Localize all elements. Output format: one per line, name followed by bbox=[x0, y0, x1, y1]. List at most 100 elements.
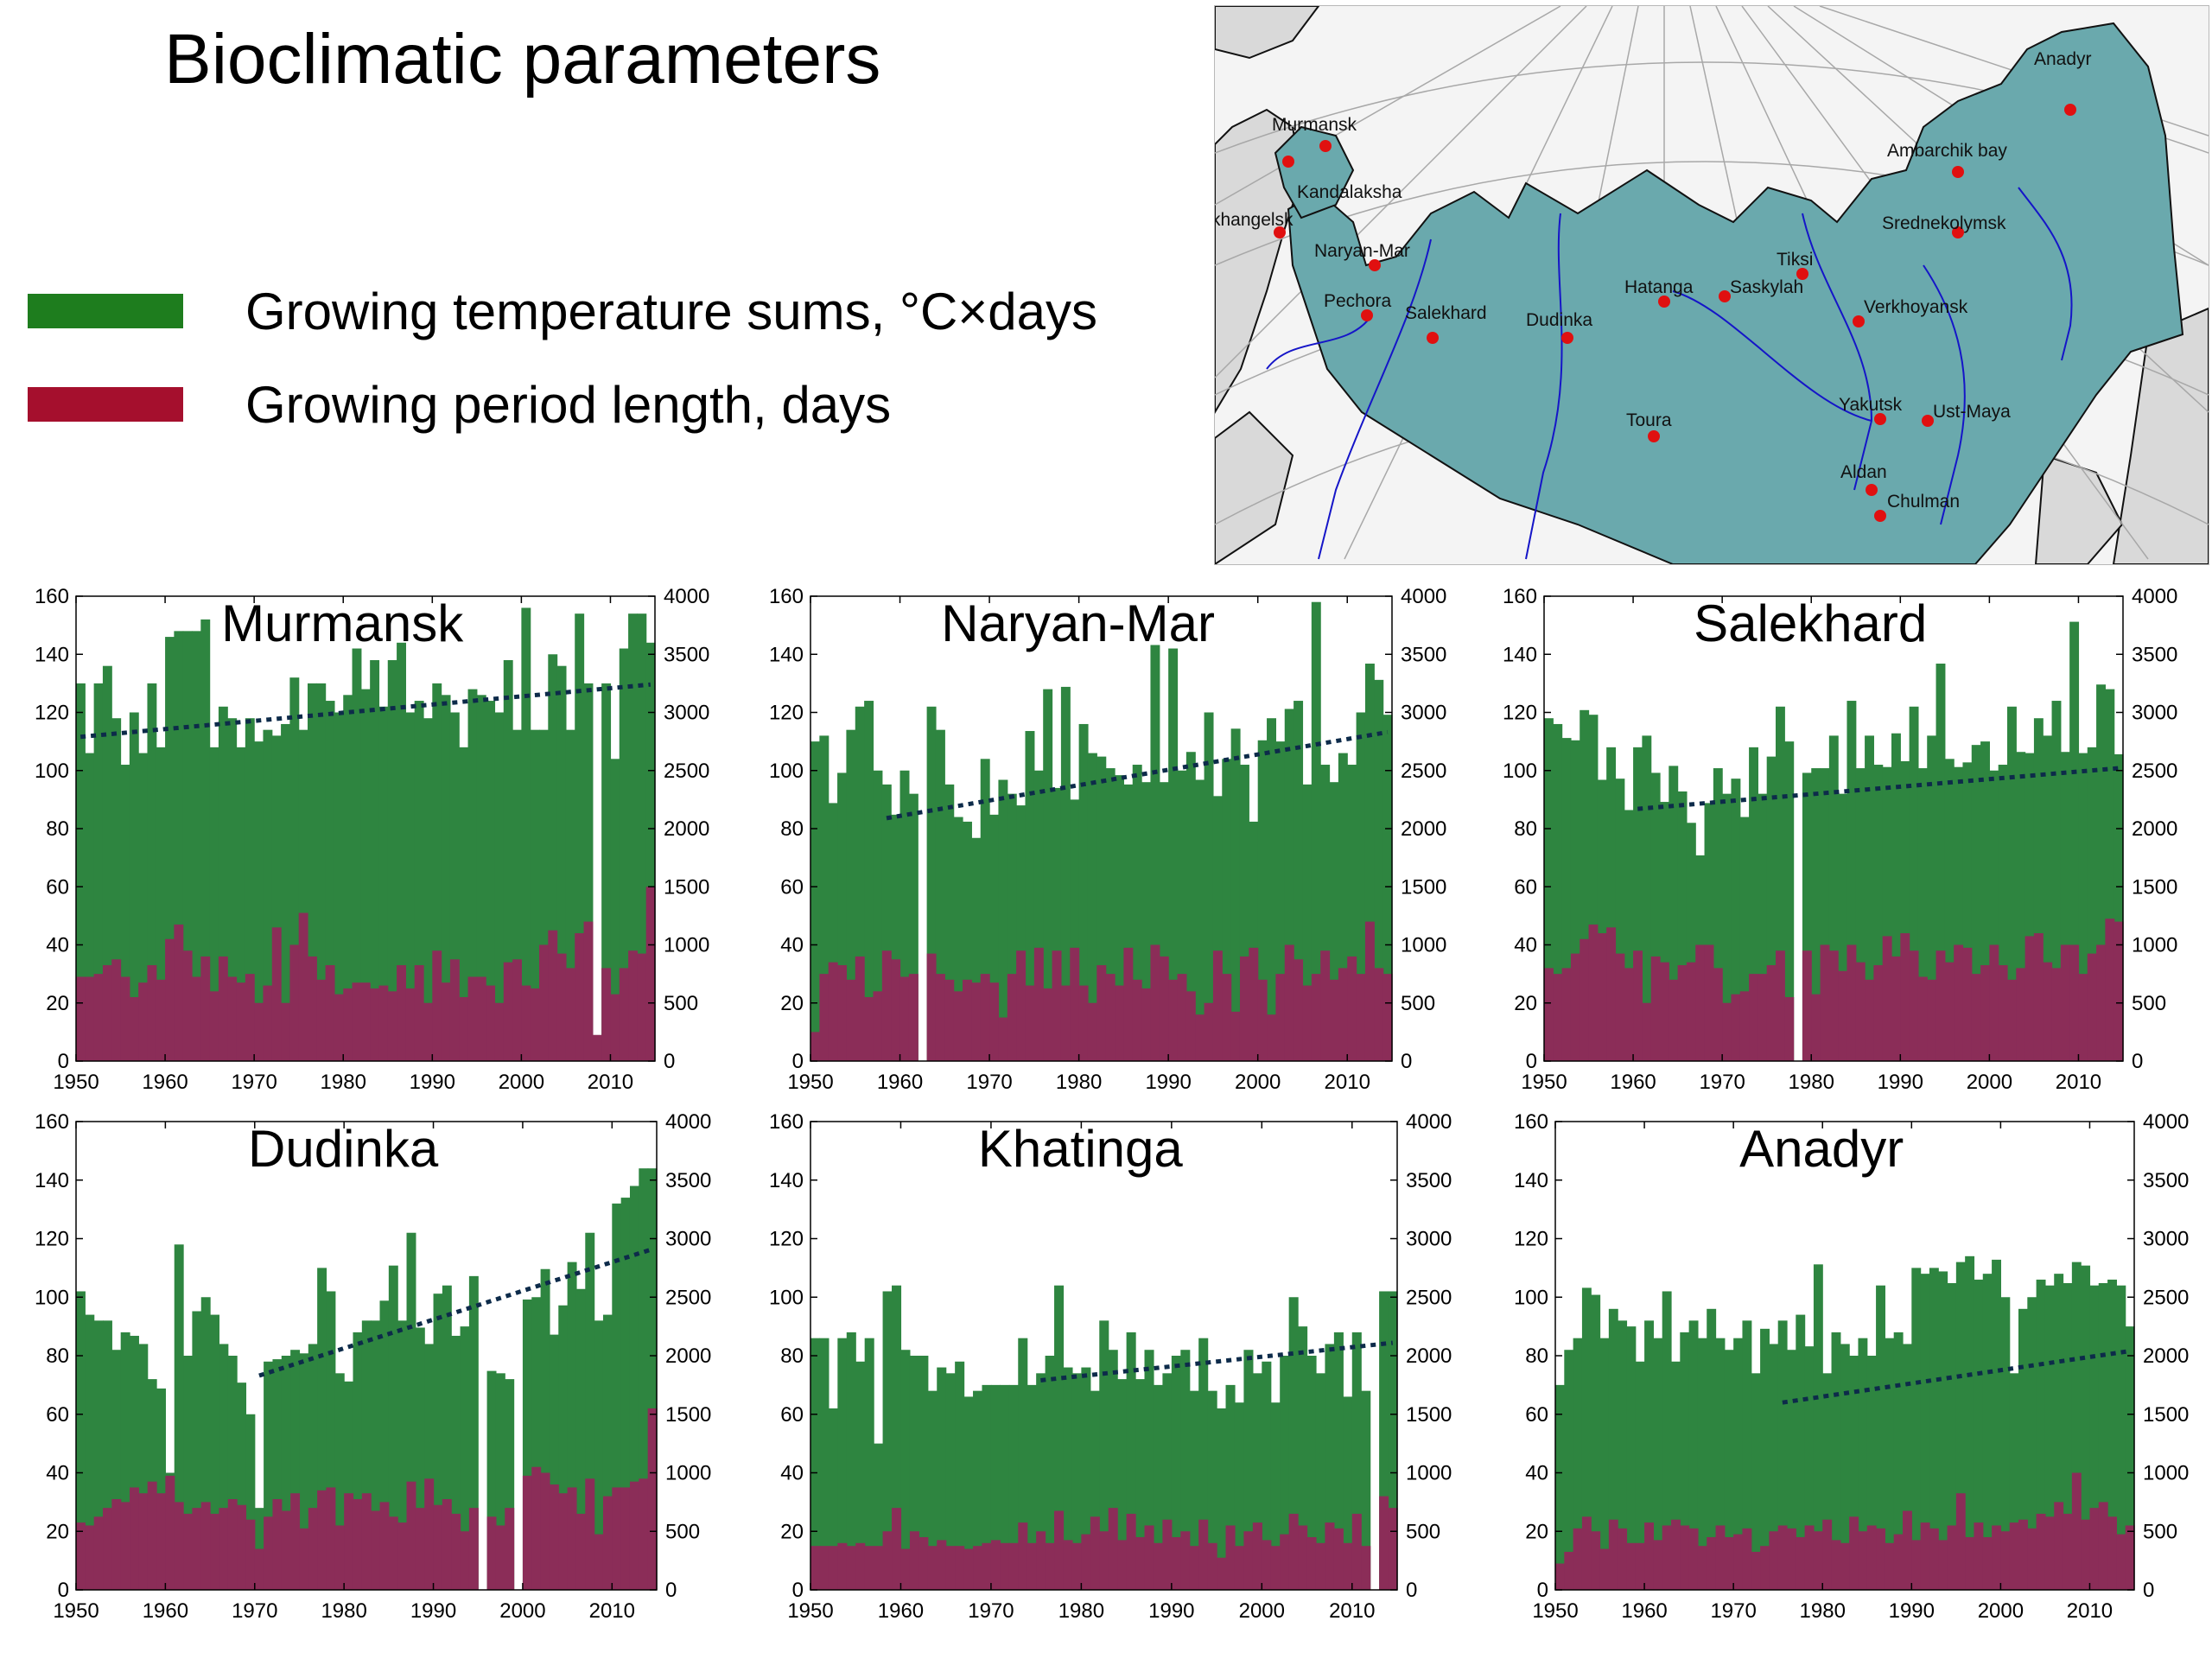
chart-svg-dudinka: 0 20 40 60 80 100 120 140 160 0 500 1000 1500 2000 250… bbox=[35, 1110, 711, 1623]
bar-temperature-1964 bbox=[200, 1297, 211, 1590]
bar-period-1984 bbox=[1847, 944, 1857, 1061]
x-tick-label-1960: 1960 bbox=[878, 1599, 924, 1623]
bar-period-1966 bbox=[953, 991, 963, 1061]
bar-period-1953 bbox=[1570, 953, 1580, 1061]
bar-temperature-1974 bbox=[289, 677, 300, 1061]
bar-temperature-1988 bbox=[1150, 645, 1160, 1061]
bar-period-1974 bbox=[1027, 1542, 1037, 1590]
bar-period-2001 bbox=[1267, 1014, 1276, 1061]
x-axis: 1950 1960 1970 1980 1990 2000 2010 bbox=[53, 596, 633, 1094]
left-tick-label-0: 0 bbox=[58, 1579, 69, 1602]
bar-period-2008 bbox=[1333, 1528, 1344, 1590]
bar-period-1955 bbox=[855, 956, 865, 1061]
station-marker-saskylah bbox=[1719, 290, 1731, 302]
bar-period-2013 bbox=[637, 953, 647, 1061]
bar-temperature-2000 bbox=[1262, 1361, 1272, 1590]
bar-temperature-1981 bbox=[1087, 753, 1097, 1061]
map-canvas: Murmansk KandalakshaArkhangelsk Naryan-Mar… bbox=[1215, 6, 2209, 564]
bar-period-2009 bbox=[1343, 1542, 1353, 1590]
bar-period-1979 bbox=[334, 1525, 345, 1590]
bar-temperature-2009 bbox=[2081, 1265, 2091, 1590]
chart-svg-naryan-mar: 0 20 40 60 80 100 120 140 160 0 500 1000 1500 2000 250… bbox=[769, 585, 1446, 1094]
bar-period-1968 bbox=[1704, 944, 1714, 1061]
bar-temperature-1957 bbox=[873, 770, 883, 1061]
station-label-aldan: Aldan bbox=[1840, 462, 1887, 482]
bar-temperature-2007 bbox=[1320, 765, 1331, 1061]
bar-temperature-1998 bbox=[1982, 1274, 1993, 1590]
bar-temperature-1963 bbox=[926, 706, 937, 1061]
bar-temperature-1982 bbox=[1840, 1344, 1850, 1590]
bar-period-1989 bbox=[424, 1478, 435, 1590]
bar-temperature-2013 bbox=[2116, 1285, 2126, 1590]
bar-temperature-1987 bbox=[406, 1232, 416, 1590]
bar-period-1957 bbox=[873, 991, 883, 1061]
bar-temperature-1978 bbox=[325, 701, 335, 1061]
bar-temperature-1991 bbox=[441, 695, 451, 1061]
bar-temperature-1966 bbox=[955, 1361, 965, 1590]
bar-period-1959 bbox=[1635, 1542, 1645, 1590]
left-axis: 0 20 40 60 80 100 120 140 160 bbox=[1503, 585, 1551, 1073]
right-tick-label-4000: 4000 bbox=[664, 585, 709, 608]
bar-period-1998 bbox=[505, 1508, 515, 1590]
bar-period-2007 bbox=[583, 921, 594, 1061]
right-tick-label-4000: 4000 bbox=[1406, 1110, 1452, 1134]
bar-temperature-1995 bbox=[1955, 1262, 1966, 1590]
bar-period-1982 bbox=[1840, 1542, 1850, 1590]
bar-temperature-1961 bbox=[908, 793, 918, 1061]
bar-period-1955 bbox=[120, 1502, 130, 1590]
bar-temperature-2000 bbox=[522, 1299, 532, 1590]
bar-temperature-1976 bbox=[308, 683, 317, 1061]
bar-temperature-1996 bbox=[1222, 759, 1232, 1061]
bar-temperature-1990 bbox=[433, 1294, 443, 1590]
bar-period-2008 bbox=[2060, 944, 2070, 1061]
bar-period-1954 bbox=[846, 979, 856, 1061]
station-label-ust-maya: Ust-Maya bbox=[1933, 402, 2011, 422]
bar-temperature-1955 bbox=[120, 1332, 130, 1590]
bar-period-1995 bbox=[1944, 962, 1955, 1061]
bar-temperature-1960 bbox=[900, 1350, 911, 1590]
bar-temperature-1977 bbox=[317, 1268, 327, 1590]
bar-period-1959 bbox=[891, 959, 901, 1061]
left-tick-label-0: 0 bbox=[792, 1050, 804, 1073]
bar-temperature-1966 bbox=[218, 706, 228, 1061]
station-arkhangelsk: Arkhangelsk bbox=[1215, 210, 1294, 238]
bar-temperature-1991 bbox=[442, 1285, 452, 1590]
bar-period-2014 bbox=[2113, 921, 2124, 1061]
bar-temperature-2001 bbox=[531, 1297, 542, 1590]
bar-temperature-1993 bbox=[1938, 1271, 1948, 1590]
x-tick-label-2000: 2000 bbox=[1239, 1599, 1285, 1623]
bar-temperature-1981 bbox=[1820, 768, 1830, 1061]
bar-temperature-1951 bbox=[85, 1314, 95, 1590]
bar-period-1991 bbox=[441, 982, 451, 1061]
bar-period-1970 bbox=[1722, 1002, 1732, 1061]
bar-temperature-1979 bbox=[1070, 799, 1080, 1061]
x-tick-label-2000: 2000 bbox=[1978, 1599, 2024, 1623]
bar-period-1996 bbox=[1954, 944, 1964, 1061]
bar-temperature-2004 bbox=[2036, 1279, 2046, 1590]
bar-temperature-2013 bbox=[637, 613, 647, 1061]
bar-period-1965 bbox=[1677, 965, 1688, 1061]
bar-temperature-1980 bbox=[343, 695, 353, 1061]
x-tick-label-1980: 1980 bbox=[321, 1071, 366, 1094]
bar-period-1986 bbox=[1132, 979, 1142, 1061]
bar-period-2007 bbox=[2063, 1513, 2073, 1590]
series-period-bars bbox=[810, 1496, 1398, 1590]
bar-temperature-1961 bbox=[909, 1356, 919, 1590]
left-tick-label-120: 120 bbox=[769, 702, 804, 725]
bar-period-1996 bbox=[1225, 1525, 1236, 1590]
bar-temperature-1966 bbox=[1686, 823, 1696, 1061]
bar-period-2004 bbox=[2036, 1513, 2046, 1590]
chart-title: Dudinka bbox=[248, 1120, 439, 1178]
bar-temperature-1956 bbox=[1608, 1308, 1618, 1590]
bar-period-2006 bbox=[1315, 1542, 1326, 1590]
bar-period-2014 bbox=[1388, 1508, 1398, 1590]
bar-period-1966 bbox=[1686, 962, 1696, 1061]
bar-temperature-1989 bbox=[424, 1344, 435, 1590]
station-label-hatanga: Hatanga bbox=[1624, 277, 1694, 297]
bar-period-2005 bbox=[1306, 1537, 1317, 1590]
bar-temperature-2002 bbox=[2018, 1308, 2028, 1590]
station-label-murmansk: Murmansk bbox=[1272, 115, 1357, 135]
bar-temperature-2002 bbox=[2007, 706, 2017, 1061]
x-tick-label-1950: 1950 bbox=[1532, 1599, 1578, 1623]
bar-temperature-2010 bbox=[2089, 1285, 2100, 1590]
